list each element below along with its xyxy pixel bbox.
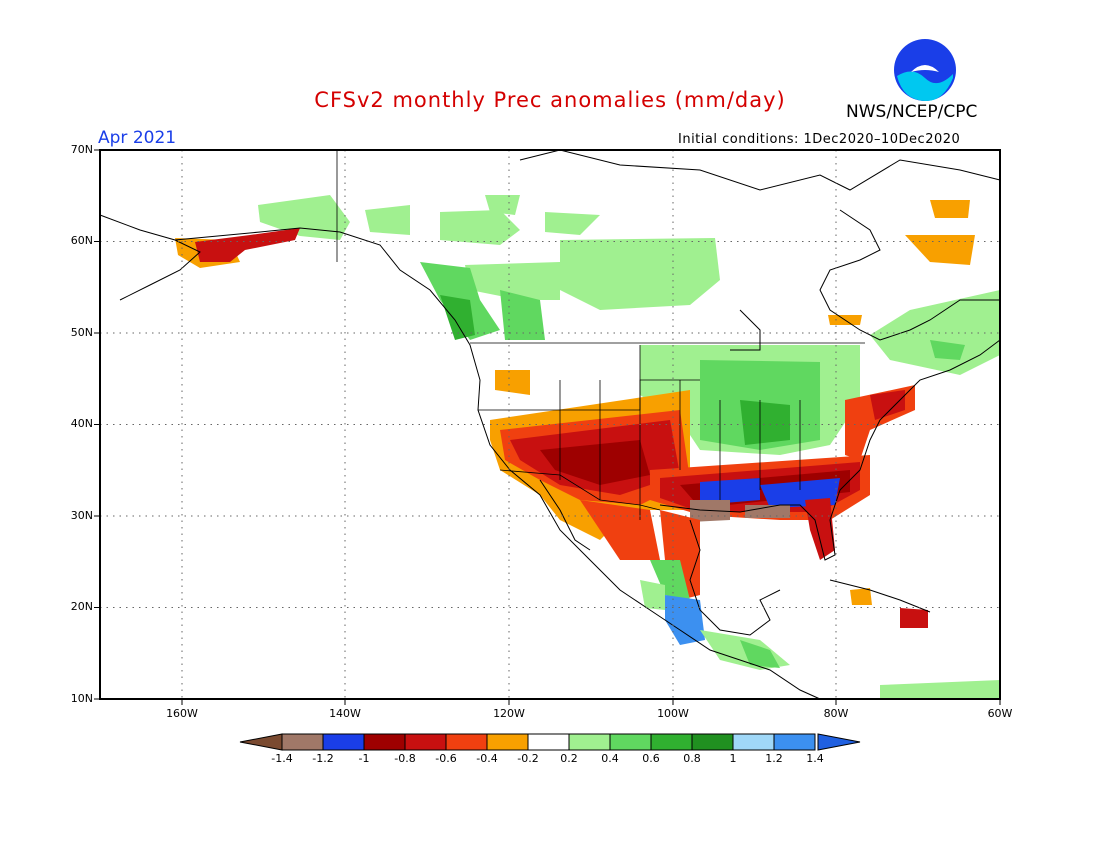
anomaly-field <box>175 195 1000 699</box>
lat-label-70n: 70N <box>70 143 93 156</box>
lat-label-30n: 30N <box>70 509 93 522</box>
colorbar-tick-label: -1.2 <box>312 752 334 765</box>
lon-label-100w: 100W <box>657 707 689 720</box>
colorbar-cell <box>568 733 611 751</box>
colorbar-tick-label: 1.2 <box>765 752 783 765</box>
colorbar-tick-label: 0.2 <box>560 752 578 765</box>
lat-label-50n: 50N <box>70 326 93 339</box>
colorbar-tick-label: -0.8 <box>394 752 416 765</box>
colorbar-cell <box>363 733 406 751</box>
colorbar-tick-label: -1.4 <box>271 752 293 765</box>
lon-label-80w: 80W <box>823 707 849 720</box>
colorbar-cell <box>527 733 570 751</box>
colorbar-cell <box>281 733 324 751</box>
colorbar-cap-high <box>817 733 861 751</box>
lat-label-10n: 10N <box>70 692 93 705</box>
colorbar-cell <box>322 733 365 751</box>
colorbar-tick-label: 0.4 <box>601 752 619 765</box>
colorbar-cell <box>404 733 447 751</box>
colorbar-tick-label: -0.2 <box>517 752 539 765</box>
map-title: CFSv2 monthly Prec anomalies (mm/day) <box>314 88 786 112</box>
lon-label-60w: 60W <box>987 707 1013 720</box>
colorbar-cell <box>609 733 652 751</box>
graticule <box>100 150 1000 699</box>
lon-label-120w: 120W <box>493 707 525 720</box>
colorbar-tick-label: -0.4 <box>476 752 498 765</box>
lon-label-140w: 140W <box>329 707 361 720</box>
colorbar-cell <box>486 733 529 751</box>
colorbar-tick-label: 0.8 <box>683 752 701 765</box>
colorbar-tick-label: 1 <box>729 752 737 765</box>
initial-conditions: Initial conditions: 1Dec2020–10Dec2020 <box>678 132 961 147</box>
colorbar-tick-label: 0.6 <box>642 752 660 765</box>
lat-label-20n: 20N <box>70 600 93 613</box>
colorbar-tick-label: 1.4 <box>806 752 824 765</box>
colorbar-cell <box>650 733 693 751</box>
political-borders <box>336 150 865 520</box>
colorbar-cell <box>691 733 734 751</box>
colorbar-cell <box>732 733 775 751</box>
lon-label-160w: 160W <box>166 707 198 720</box>
noaa-logo <box>894 39 956 102</box>
lat-label-40n: 40N <box>70 417 93 430</box>
lat-label-60n: 60N <box>70 234 93 247</box>
colorbar <box>239 733 861 751</box>
coastlines <box>99 149 1001 700</box>
colorbar-tick-label: -0.6 <box>435 752 457 765</box>
colorbar-tick-label: -1 <box>358 752 370 765</box>
colorbar-cell <box>445 733 488 751</box>
forecast-month: Apr 2021 <box>98 128 177 148</box>
agency-label: NWS/NCEP/CPC <box>846 102 978 122</box>
colorbar-cell <box>773 733 816 751</box>
colorbar-cap-low <box>239 733 283 751</box>
